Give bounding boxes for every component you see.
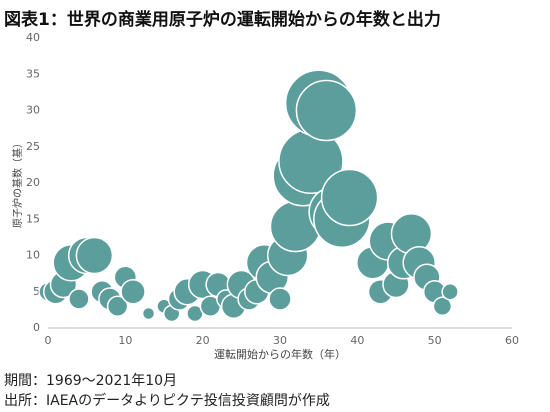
- x-tick-label: 0: [45, 334, 52, 347]
- y-tick-label: 10: [26, 249, 40, 262]
- bubble: [295, 79, 358, 142]
- y-tick-label: 25: [26, 140, 40, 153]
- y-tick-label: 35: [26, 67, 40, 80]
- bubble: [106, 295, 129, 317]
- x-tick-label: 50: [428, 334, 442, 347]
- y-axis-label: 原子炉の基数（基）: [11, 138, 24, 228]
- x-tick-label: 60: [505, 334, 519, 347]
- bubble: [68, 288, 90, 310]
- bubble: [141, 306, 156, 321]
- y-tick-label: 15: [26, 212, 40, 225]
- x-tick-label: 10: [118, 334, 132, 347]
- y-tick-label: 40: [26, 31, 40, 44]
- bubble: [120, 279, 146, 305]
- y-tick-label: 20: [26, 176, 40, 189]
- bubble: [432, 296, 453, 316]
- x-tick-label: 20: [196, 334, 210, 347]
- bubble: [320, 168, 379, 227]
- x-tick-label: 40: [350, 334, 364, 347]
- y-tick-label: 5: [33, 285, 40, 298]
- note: 出所：IAEAのデータよりピクテ投信投資顧問が作成: [4, 392, 330, 409]
- y-tick-label: 30: [26, 104, 40, 117]
- chart-title: 図表1：世界の商業用原子炉の運転開始からの年数と出力: [4, 9, 441, 30]
- bubble: [75, 236, 114, 275]
- bubble: [268, 287, 292, 311]
- x-tick-label: 30: [273, 334, 287, 347]
- note: 期間：1969～2021年10月: [4, 373, 177, 389]
- x-axis-label: 運転開始からの年数（年）: [214, 347, 346, 361]
- bubble: [441, 283, 459, 301]
- y-tick-label: 0: [33, 321, 40, 334]
